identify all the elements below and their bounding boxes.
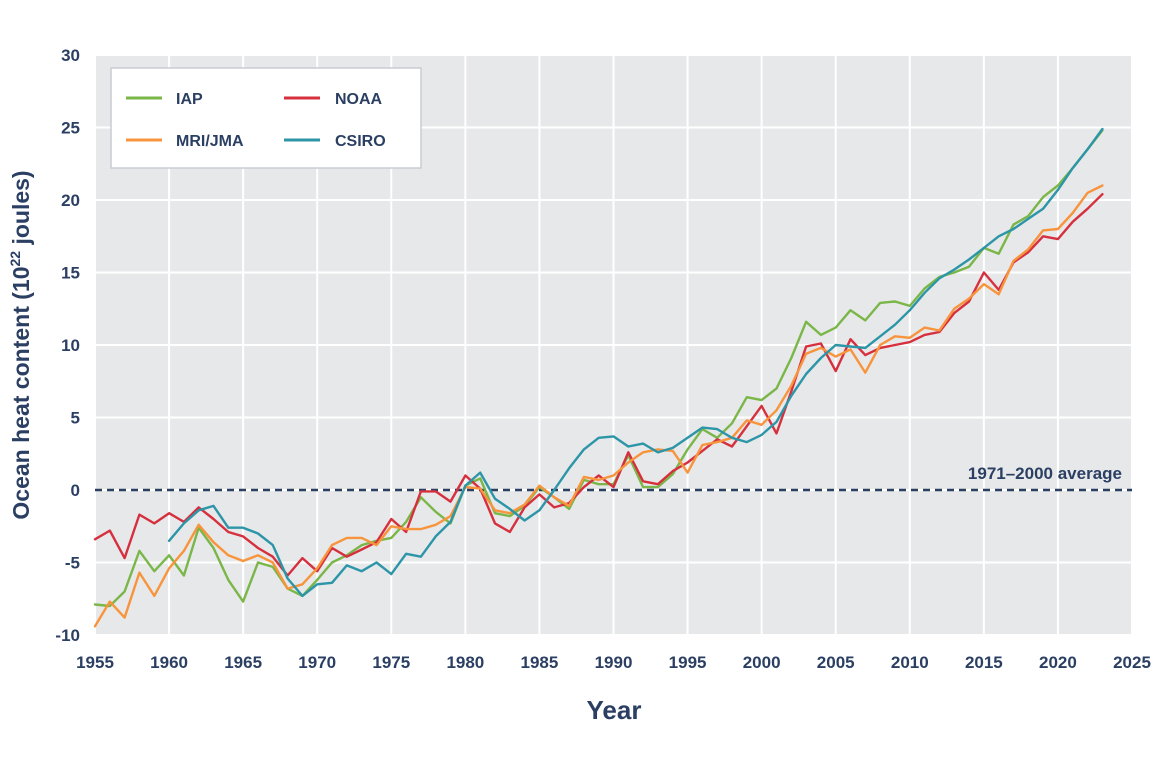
- y-tick-label: 5: [71, 409, 80, 428]
- x-tick-label: 1965: [224, 653, 262, 672]
- series-lines: [93, 127, 1104, 628]
- legend-label-iap: IAP: [176, 91, 203, 108]
- legend-label-mrijma: MRI/JMA: [176, 133, 244, 150]
- y-tick-label: -5: [65, 554, 80, 573]
- x-tick-label: 1980: [446, 653, 484, 672]
- y-axis-title-main: Ocean heat content (10: [8, 267, 34, 520]
- x-tick-label: 2000: [743, 653, 781, 672]
- y-axis-title: Ocean heat content (1022 joules): [7, 170, 34, 519]
- legend-box: [110, 67, 422, 169]
- x-tick-label: 2025: [1113, 653, 1151, 672]
- y-tick-label: 25: [61, 119, 80, 138]
- x-tick-label: 2020: [1039, 653, 1077, 672]
- x-tick-label: 1960: [150, 653, 188, 672]
- legend: IAP NOAA MRI/JMA CSIRO: [110, 67, 422, 169]
- x-tick-label: 1975: [372, 653, 410, 672]
- legend-label-csiro: CSIRO: [335, 133, 386, 150]
- x-tick-label: 1955: [76, 653, 114, 672]
- y-axis-title-exponent: 22: [7, 251, 23, 267]
- x-tick-label: 2010: [891, 653, 929, 672]
- x-tick-label: 2015: [965, 653, 1003, 672]
- series-line-noaa: [93, 192, 1104, 577]
- x-tick-label: 1985: [521, 653, 559, 672]
- y-tick-label: 0: [71, 481, 80, 500]
- y-tick-label: 30: [61, 46, 80, 65]
- x-tick-label: 1970: [298, 653, 336, 672]
- legend-label-noaa: NOAA: [335, 91, 383, 108]
- y-tick-label: 20: [61, 191, 80, 210]
- y-tick-label: 10: [61, 336, 80, 355]
- x-tick-label: 1990: [595, 653, 633, 672]
- x-axis-title: Year: [587, 695, 642, 725]
- average-annotation: 1971–2000 average: [968, 464, 1122, 483]
- y-axis-title-end: joules): [8, 170, 34, 251]
- x-tick-labels: 1955 1960 1965 1970 1975 1980 1985 1990 1995 2000…: [76, 653, 1151, 672]
- x-tick-label: 2005: [817, 653, 855, 672]
- series-line-iap: [93, 129, 1104, 608]
- y-tick-label: 15: [61, 264, 80, 283]
- series-line-csiro: [167, 127, 1104, 598]
- x-tick-label: 1995: [669, 653, 707, 672]
- y-tick-label: -10: [55, 626, 80, 645]
- y-tick-labels: -10 -5 0 5 10 15 20 25 30: [55, 46, 80, 645]
- series-line-mri-jma: [93, 184, 1104, 628]
